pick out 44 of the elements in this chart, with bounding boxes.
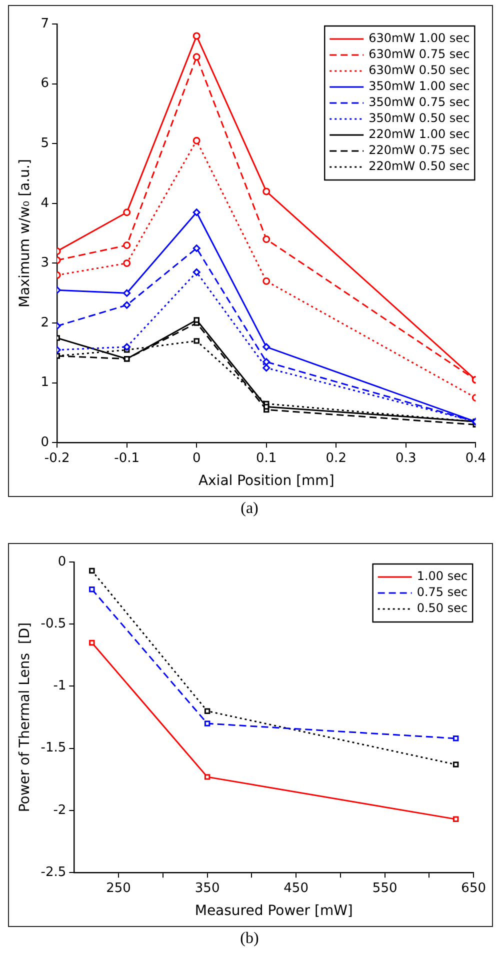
legend-label: 630mW 0.75 sec — [368, 47, 470, 62]
x-tick-label: 0 — [192, 450, 201, 466]
legend-label: 1.00 sec — [416, 569, 468, 584]
y-axis-title: Power of Thermal Lens [D] — [17, 622, 34, 812]
x-tick-label: 0.3 — [396, 450, 416, 466]
y-tick-label: -1.5 — [40, 740, 66, 756]
x-tick-label: 550 — [372, 880, 398, 896]
legend-label: 220mW 1.00 sec — [368, 127, 470, 142]
y-tick-label: -1 — [53, 678, 66, 694]
legend-label: 0.75 sec — [416, 585, 468, 600]
y-tick-label: -0.5 — [40, 616, 66, 632]
legend-label: 350mW 0.75 sec — [368, 95, 470, 110]
x-tick-label: 350 — [194, 880, 220, 896]
text: (a) — [240, 500, 260, 518]
y-tick-label: 0 — [58, 554, 66, 570]
x-tick-label: 650 — [461, 880, 486, 896]
y-tick-label: 2 — [40, 315, 50, 330]
y-tick-label: 4 — [40, 196, 50, 211]
y-tick-label: 6 — [40, 76, 50, 92]
legend-label: 220mW 0.75 sec — [368, 143, 470, 158]
y-tick-label: -2.5 — [40, 864, 66, 880]
x-axis-title: Measured Power [mW] — [194, 903, 353, 920]
y-tick-label: 0 — [40, 434, 50, 450]
legend-label: 0.50 sec — [416, 601, 468, 616]
legend-label: 350mW 0.50 sec — [368, 111, 470, 126]
y-tick-label: -2 — [53, 802, 66, 818]
x-tick-label: 0.2 — [326, 450, 346, 466]
legend-label: 350mW 1.00 sec — [368, 79, 470, 94]
x-tick-label: 0.4 — [465, 450, 486, 466]
x-tick-label: -0.2 — [44, 450, 70, 466]
y-tick-label: 5 — [40, 136, 50, 151]
x-tick-label: -0.1 — [114, 450, 140, 466]
x-axis-title: Axial Position [mm] — [198, 473, 334, 490]
y-tick-label: 7 — [40, 16, 50, 32]
legend-label: 220mW 0.50 sec — [368, 159, 470, 174]
y-tick-label: 1 — [40, 375, 50, 390]
x-tick-label: 250 — [106, 880, 131, 896]
y-tick-label: 3 — [40, 256, 50, 271]
legend-label: 630mW 0.50 sec — [368, 63, 470, 78]
text: (b) — [239, 930, 260, 948]
y-axis-title: Maximum w/w₀ [a.u.] — [17, 159, 34, 308]
x-tick-label: 0.1 — [256, 450, 277, 466]
legend-label: 630mW 1.00 sec — [368, 31, 470, 46]
x-tick-label: 450 — [284, 880, 308, 896]
